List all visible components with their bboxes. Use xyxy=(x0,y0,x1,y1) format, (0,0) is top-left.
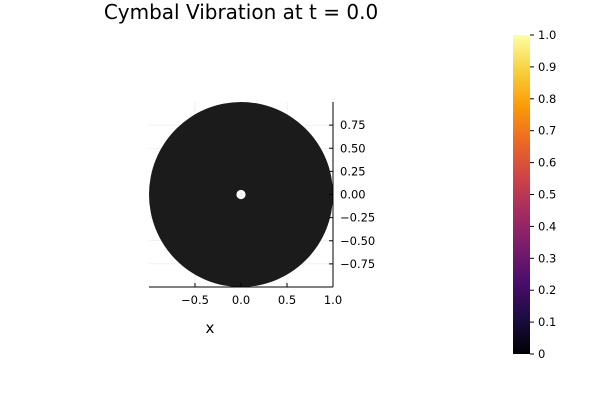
colorbar-ticks: 0 0.1 0.2 0.3 0.4 0.5 0.6 0.7 0.8 0.9 1.0 xyxy=(530,28,556,361)
y-tick-label-0: 0.75 xyxy=(340,118,366,132)
colorbar-tick-label-7: 0.7 xyxy=(538,124,556,138)
y-tick-label-1: 0.50 xyxy=(340,141,366,155)
colorbar-tick-label-8: 0.8 xyxy=(538,92,556,106)
colorbar-tick-label-1: 0.1 xyxy=(538,315,556,329)
x-tick-label-1: 0.0 xyxy=(232,293,250,307)
colorbar-tick-label-2: 0.2 xyxy=(538,283,556,297)
x-axis-label: x xyxy=(206,319,215,337)
colorbar-tick-label-0: 0 xyxy=(538,347,545,361)
y-tick-label-2: 0.25 xyxy=(340,164,366,178)
x-tick-label-3: 1.0 xyxy=(324,293,342,307)
y-tick-label-3: 0.00 xyxy=(340,188,366,202)
colorbar-tick-label-3: 0.3 xyxy=(538,251,556,265)
colorbar-gradient xyxy=(513,35,530,354)
plot-area xyxy=(149,102,333,287)
colorbar-tick-label-9: 0.9 xyxy=(538,60,556,74)
colorbar-tick-label-5: 0.5 xyxy=(538,188,556,202)
colorbar-tick-label-6: 0.6 xyxy=(538,156,556,170)
colorbar-tick-label-4: 0.4 xyxy=(538,219,556,233)
cymbal-surface xyxy=(149,102,333,287)
y-ticks: 0.75 0.50 0.25 0.00 −0.25 −0.50 −0.75 xyxy=(329,118,375,271)
y-tick-label-5: −0.50 xyxy=(340,234,375,248)
y-tick-label-4: −0.25 xyxy=(340,211,375,225)
y-tick-label-6: −0.75 xyxy=(340,257,375,271)
chart-title: Cymbal Vibration at t = 0.0 xyxy=(104,0,378,24)
x-ticks: −0.5 0.0 0.5 1.0 xyxy=(181,283,342,307)
x-tick-label-2: 0.5 xyxy=(278,293,296,307)
colorbar-tick-label-10: 1.0 xyxy=(538,28,556,42)
x-tick-label-0: −0.5 xyxy=(181,293,209,307)
colorbar xyxy=(513,35,530,354)
